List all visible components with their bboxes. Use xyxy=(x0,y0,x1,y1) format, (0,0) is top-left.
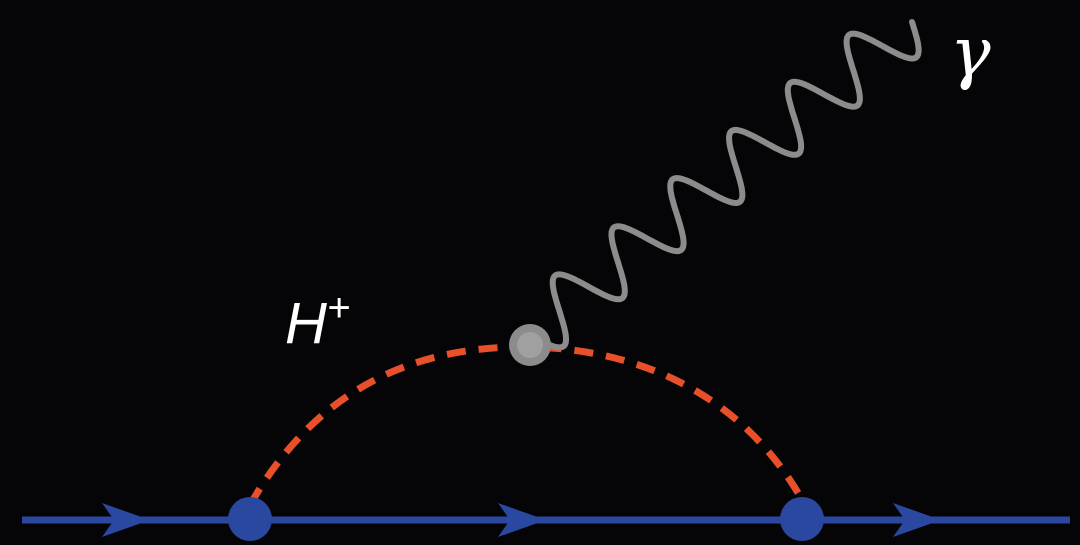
fermion-vertex-right xyxy=(780,497,824,541)
higgs-label: H+ xyxy=(285,286,350,356)
fermion-vertex-left xyxy=(228,497,272,541)
charged-higgs-propagator xyxy=(246,343,809,507)
photon-vertex-highlight xyxy=(517,332,543,358)
higgs-label-superscript: + xyxy=(327,286,350,330)
higgs-label-base: H xyxy=(285,291,327,356)
photon-wavy-line xyxy=(527,19,922,351)
fermion-arrow-1 xyxy=(102,503,150,537)
fermion-arrow-3 xyxy=(893,503,941,537)
photon-label: γ xyxy=(950,14,991,93)
fermion-arrow-2 xyxy=(498,503,546,537)
